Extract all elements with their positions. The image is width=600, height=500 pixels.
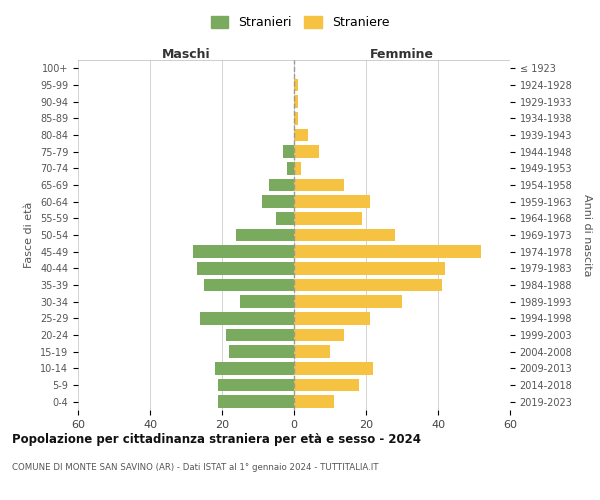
- Bar: [269, 179, 294, 191]
- Bar: [294, 262, 445, 274]
- Bar: [229, 346, 294, 358]
- Bar: [294, 196, 370, 208]
- Bar: [294, 346, 330, 358]
- Bar: [236, 229, 294, 241]
- Bar: [240, 296, 294, 308]
- Bar: [294, 162, 301, 174]
- Text: Popolazione per cittadinanza straniera per età e sesso - 2024: Popolazione per cittadinanza straniera p…: [12, 432, 421, 446]
- Bar: [226, 329, 294, 341]
- Bar: [197, 262, 294, 274]
- Y-axis label: Fasce di età: Fasce di età: [25, 202, 34, 268]
- Bar: [294, 229, 395, 241]
- Bar: [294, 112, 298, 124]
- Bar: [294, 329, 344, 341]
- Text: COMUNE DI MONTE SAN SAVINO (AR) - Dati ISTAT al 1° gennaio 2024 - TUTTITALIA.IT: COMUNE DI MONTE SAN SAVINO (AR) - Dati I…: [12, 462, 379, 471]
- Bar: [294, 296, 402, 308]
- Bar: [294, 146, 319, 158]
- Bar: [218, 396, 294, 408]
- Bar: [283, 146, 294, 158]
- Bar: [200, 312, 294, 324]
- Bar: [262, 196, 294, 208]
- Bar: [294, 79, 298, 92]
- Legend: Stranieri, Straniere: Stranieri, Straniere: [206, 11, 394, 34]
- Bar: [294, 312, 370, 324]
- Bar: [204, 279, 294, 291]
- Y-axis label: Anni di nascita: Anni di nascita: [582, 194, 592, 276]
- Bar: [294, 379, 359, 391]
- Text: Femmine: Femmine: [370, 48, 434, 61]
- Bar: [294, 212, 362, 224]
- Bar: [294, 362, 373, 374]
- Bar: [218, 379, 294, 391]
- Bar: [294, 396, 334, 408]
- Bar: [294, 96, 298, 108]
- Bar: [215, 362, 294, 374]
- Bar: [193, 246, 294, 258]
- Bar: [276, 212, 294, 224]
- Bar: [294, 128, 308, 141]
- Bar: [294, 279, 442, 291]
- Bar: [294, 246, 481, 258]
- Text: Maschi: Maschi: [161, 48, 211, 61]
- Bar: [294, 179, 344, 191]
- Bar: [287, 162, 294, 174]
